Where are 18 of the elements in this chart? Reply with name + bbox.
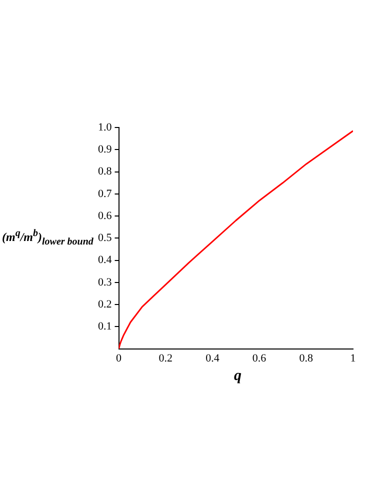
- y-tick-label: 1.0: [98, 121, 112, 134]
- y-tick-label: 0.9: [98, 144, 112, 156]
- y-tick-label: 0.5: [98, 232, 112, 244]
- y-tick-label: 0.3: [98, 276, 112, 288]
- x-tick-label: 0.6: [252, 352, 267, 364]
- y-tick-label: 0.8: [98, 166, 112, 178]
- y-tick-label: 0.4: [98, 254, 112, 266]
- x-tick-label: 0.8: [299, 352, 314, 364]
- y-axis-title: (m$^{q}$/m$^{b}$)$_{lower bound}$: [2, 228, 94, 248]
- y-tick-label: 0.1: [98, 320, 112, 333]
- x-tick-label: 0: [116, 352, 122, 364]
- x-tick-label: 1: [350, 352, 356, 364]
- y-tick-label: 0.6: [98, 210, 112, 222]
- y-tick-label: 0.7: [98, 188, 112, 200]
- y-tick-label: 0.2: [98, 298, 112, 310]
- x-tick-label: 0.2: [158, 352, 172, 364]
- x-tick-label: 0.4: [206, 352, 220, 364]
- x-axis-title: q: [234, 368, 242, 385]
